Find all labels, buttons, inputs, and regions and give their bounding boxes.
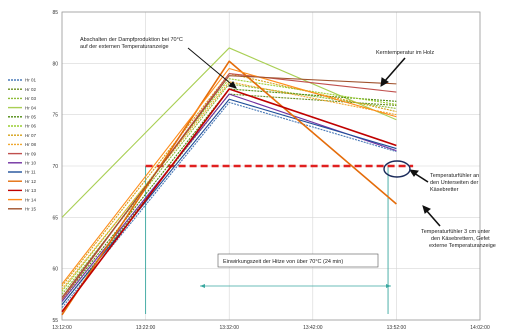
legend-label: Hr 06: [25, 124, 37, 129]
legend-label: Hr 02: [25, 87, 37, 92]
legend-label: Hr 14: [25, 197, 37, 202]
arrowhead-dampf: [228, 81, 237, 89]
y-tick-label: 85: [52, 10, 58, 16]
axes: [61, 11, 481, 321]
series-line-hr-13: [61, 88, 397, 313]
annotation-arrows: [187, 47, 441, 227]
y-axis-ticks: 55 60 65 70 75 80 85: [52, 10, 58, 324]
legend-item: Hr 11: [8, 170, 36, 175]
legend-item: Hr 03: [8, 96, 37, 101]
x-tick-label: 13:12:00: [52, 325, 72, 331]
legend-label: Hr 15: [25, 207, 37, 212]
series-line-hr-11: [61, 98, 397, 305]
legend-label: Hr 11: [25, 170, 36, 175]
legend-label: Hr 10: [25, 161, 37, 166]
y-tick-label: 60: [52, 267, 58, 273]
arrow-unterseite: [413, 172, 429, 183]
annotation-dampf-line1: Abschalten der Dampfproduktion bei 70°C: [80, 37, 183, 43]
highlight-ellipse: [383, 160, 411, 178]
y-tick-label: 70: [52, 164, 58, 170]
series-line-hr-04: [61, 47, 397, 218]
series-lines: [61, 47, 397, 316]
series-line-hr-12: [61, 60, 397, 316]
legend-item: Hr 07: [8, 133, 37, 138]
legend-item: Hr 02: [8, 87, 37, 92]
reference-lines: [145, 164, 414, 314]
series-line-hr-08: [61, 81, 397, 290]
y-tick-label: 80: [52, 61, 58, 67]
plot-area-frame: [61, 11, 481, 321]
legend-item: Hr 05: [8, 115, 37, 120]
legend-label: Hr 01: [25, 78, 37, 83]
legend-item: Hr 04: [8, 105, 37, 110]
legend-item: Hr 14: [8, 197, 37, 202]
series-line-hr-15: [61, 75, 397, 298]
legend-item: Hr 12: [8, 179, 37, 184]
legend-item: Hr 10: [8, 161, 37, 166]
annotation-dampf: Abschalten der Dampfproduktion bei 70°C …: [80, 37, 183, 50]
annotation-unterseite: Temperaturfühler an den Unterseiten der …: [430, 173, 479, 193]
annotation-extern-line2: den Käsebrettern, Gefet: [431, 236, 490, 242]
legend-label: Hr 12: [25, 179, 37, 184]
einwirkung-label-box: [217, 253, 379, 268]
annotation-extern-line1: Temperaturfühler 3 cm unter: [421, 229, 490, 235]
einwirkung-arrow-left: [200, 284, 205, 288]
annotation-unterseite-line1: Temperaturfühler an: [430, 173, 479, 179]
annotation-extern-line3: externe Temperaturanzeige: [429, 243, 496, 249]
legend-item: Hr 08: [8, 142, 37, 147]
x-axis-ticks: 13:12:00 13:22:00 13:32:00 13:42:00 13:52:00…: [52, 325, 490, 331]
series-line-hr-01: [61, 101, 397, 309]
x-tick-label: 14:02:00: [470, 325, 490, 331]
legend-label: Hr 08: [25, 142, 37, 147]
annotation-unterseite-line2: den Unterseiten der: [430, 180, 478, 186]
y-tick-label: 75: [52, 113, 58, 119]
x-tick-label: 13:22:00: [136, 325, 156, 331]
legend-item: Hr 15: [8, 207, 37, 212]
arrow-extern: [425, 209, 441, 227]
einwirkung-label: Einwirkungszeit der Hitze von über 70°C …: [223, 259, 343, 265]
legend-item: Hr 13: [8, 188, 37, 193]
annotation-unterseite-line3: Käsebretter: [430, 187, 459, 193]
legend-label: Hr 13: [25, 188, 37, 193]
einwirkung-box: Einwirkungszeit der Hitze von über 70°C …: [200, 253, 391, 288]
arrowhead-kern: [380, 77, 389, 87]
legend-label: Hr 05: [25, 115, 37, 120]
legend-item: Hr 01: [8, 78, 37, 83]
legend-item: Hr 09: [8, 151, 37, 156]
y-tick-label: 65: [52, 215, 58, 221]
legend-label: Hr 04: [25, 105, 37, 110]
annotation-kern: Kerntemperatur im Holz: [376, 50, 434, 56]
arrowhead-extern: [422, 205, 431, 214]
legend-label: Hr 03: [25, 96, 37, 101]
annotation-extern: Temperaturfühler 3 cm unter den Käsebret…: [421, 229, 496, 249]
arrow-kern: [383, 57, 406, 83]
series-line-hr-14: [61, 67, 397, 285]
arrowhead-unterseite: [408, 169, 419, 177]
arrow-dampf: [187, 47, 237, 89]
legend-label: Hr 09: [25, 151, 37, 156]
einwirkung-arrow-right: [386, 284, 391, 288]
x-tick-label: 13:32:00: [219, 325, 239, 331]
legend-item: Hr 06: [8, 124, 37, 129]
legend-label: Hr 07: [25, 133, 37, 138]
annotation-dampf-line2: auf der externen Temperaturanzeige: [80, 44, 169, 50]
legend: Hr 01 Hr 02 Hr 03 Hr 04 Hr 05 Hr 06 Hr 07 Hr 08…: [8, 78, 37, 212]
annotation-kern-line1: Kerntemperatur im Holz: [376, 50, 434, 56]
y-tick-label: 55: [52, 318, 58, 324]
x-tick-label: 13:42:00: [303, 325, 323, 331]
x-tick-label: 13:52:00: [387, 325, 407, 331]
